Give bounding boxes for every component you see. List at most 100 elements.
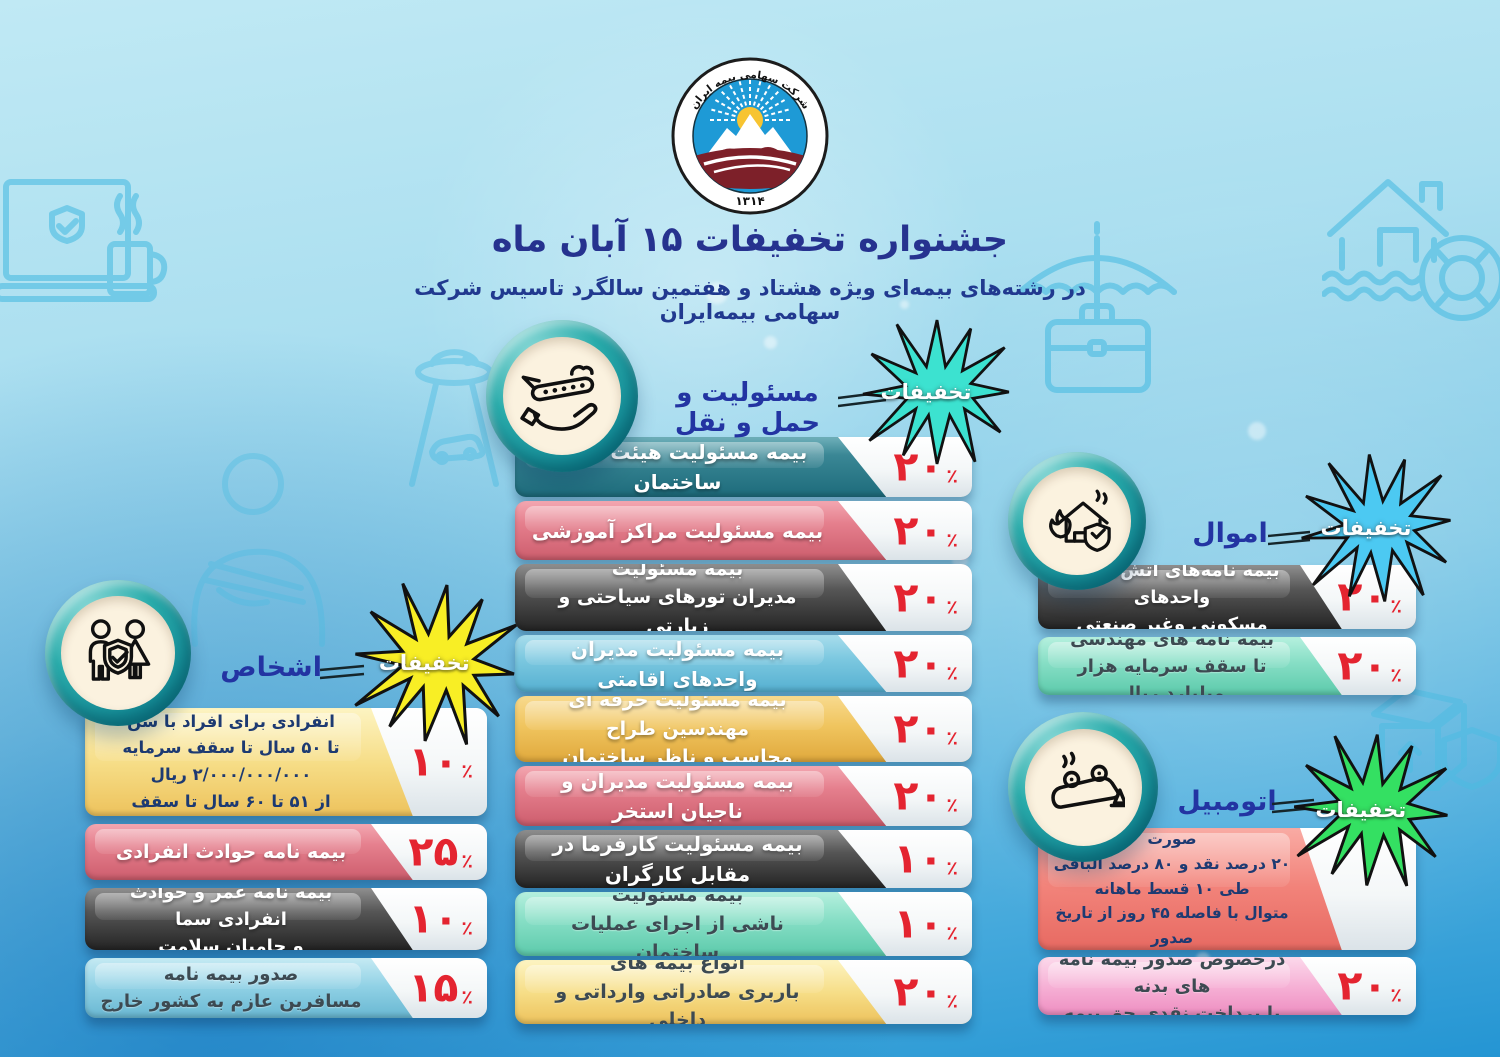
discount-value: ۱۵ ٪: [408, 963, 473, 1012]
bar-line: صدور بیمه نامه: [163, 964, 299, 985]
airplane-hand-icon: [502, 336, 622, 456]
bar-line: مسافرین عازم به کشور خارج: [100, 991, 362, 1012]
bar-line: ناشی از اجرای عملیات ساختمان: [571, 912, 784, 956]
bar-gloss: [525, 965, 824, 994]
discount-value: ۲۰ ٪: [893, 577, 958, 618]
bar-gloss: [525, 835, 824, 861]
section-medal-automobile: [1008, 712, 1158, 862]
list-item: بیمه مسئولیت ناشی از اجرای عملیات ساختما…: [515, 892, 972, 956]
bar-line: از ۵۱ تا ۶۰ سال تا سقف سرمایه ۱/۰۰۰/۰۰۰/…: [131, 791, 331, 811]
percent-sign: ٪: [946, 596, 958, 618]
page-title: جشنواره تخفیفات ۱۵ آبان ماه: [491, 220, 1009, 260]
bar-line: درخصوص صدور بیمه نامه های بدنه: [1058, 957, 1286, 997]
bar-line: باربری صادراتی وارداتی و داخلی: [555, 980, 800, 1024]
section-medal-persons: [45, 580, 191, 726]
persons-bars: صدور بیمه نامه عمر زمانی انفرادی برای اف…: [85, 708, 487, 1018]
bar-label: بیمه نامه های مهندسی تا سقف سرمایه هزار …: [1052, 637, 1292, 695]
bar-gloss: [525, 506, 824, 532]
percent-sign: ٪: [1390, 664, 1402, 687]
bar-label: صدور بیمه نامه مسافرین عازم به کشور خارج: [99, 958, 363, 1018]
automobile-bars: شرایط پرداخت قسطی ویژه به صورت ۲۰ درصد ن…: [1038, 828, 1416, 1015]
umbrella-briefcase-icon: [1012, 212, 1182, 402]
discount-value: ۲۰ ٪: [893, 510, 958, 551]
percent-sign: ٪: [946, 529, 958, 551]
bar-label: بیمه مسئولیت کارفرما در مقابل کارگران: [529, 830, 826, 888]
bar-line: بیمه مسئولیت حرفه ای مهندسین طراح: [568, 696, 787, 740]
discount-value: ۱۰ ٪: [408, 741, 473, 783]
discount-digits: ۲۰: [893, 704, 944, 753]
discount-digits: ۲۰: [893, 771, 944, 820]
percent-sign: ٪: [461, 986, 473, 1009]
discount-badge-label: تخفیفات: [1315, 798, 1407, 822]
list-item: بیمه مسئولیت مدیران تورهای سیاحتی و زیار…: [515, 564, 972, 631]
list-item: شرایط پرداخت قسطی ویژه به صورت ۲۰ درصد ن…: [1038, 828, 1416, 950]
bar-label: بیمه مسئولیت مدیران و ناجیان استخر: [529, 766, 826, 826]
list-item: بیمه مسئولیت حرفه ای مهندسین طراح محاسب …: [515, 696, 972, 762]
discount-digits: ۱۵: [408, 963, 459, 1012]
bar-line: بیمه نامه عمر و حوادث انفرادی سما: [129, 888, 333, 930]
discount-value: ۱۰ ٪: [408, 894, 473, 943]
discount-value: ۲۰ ٪: [893, 643, 958, 684]
bar-label: شرایط پرداخت قسطی ویژه به صورت ۲۰ درصد ن…: [1052, 828, 1292, 950]
discount-digits: ۲۰: [1337, 641, 1388, 690]
section-medal-property: [1008, 452, 1146, 590]
bokeh-dot: [900, 300, 909, 309]
discount-value: ۲۰ ٪: [893, 971, 958, 1013]
discount-panel: ۲۰ ٪: [838, 501, 972, 560]
percent-sign: ٪: [946, 857, 958, 880]
section-header-automobile: اتومبیل: [1177, 786, 1277, 817]
bokeh-dot: [706, 282, 728, 304]
percent-sign: ٪: [946, 662, 958, 684]
injured-person-icon: [175, 438, 340, 648]
bar-line: با پرداخت نقدی حق بیمه: [1063, 1002, 1281, 1016]
discount-badge-label: تخفیفات: [880, 380, 972, 404]
ufo-car-icon: [392, 332, 517, 502]
discount-digits: ۲۰: [893, 639, 944, 687]
discount-value: ۲۰ ٪: [1337, 641, 1402, 690]
bar-label: بیمه مسئولیت مدیران تورهای سیاحتی و زیار…: [529, 564, 826, 631]
discount-digits: ۲۰: [893, 573, 944, 621]
discount-badge-property: تخفیفات: [1298, 452, 1456, 604]
discount-badge-label: تخفیفات: [1320, 516, 1412, 540]
section-header-liability: مسئولیت و حمل و نقل: [674, 378, 821, 438]
discount-digits: ۱۰: [408, 894, 459, 943]
discount-panel: ۱۰ ٪: [838, 830, 972, 888]
list-item: بیمه نامه های مهندسی تا سقف سرمایه هزار …: [1038, 637, 1416, 695]
bar-label: بیمه مسئولیت حرفه ای مهندسین طراح محاسب …: [529, 696, 826, 762]
percent-sign: ٪: [946, 922, 958, 945]
bar-line: بیمه مسئولیت: [611, 892, 744, 907]
bar-line: مسکونی وغیر صنعتی: [1076, 613, 1268, 630]
percent-sign: ٪: [1390, 595, 1402, 618]
discount-value: ۱۰ ٪: [893, 899, 958, 948]
discount-digits: ۱۰: [893, 834, 944, 883]
percent-sign: ٪: [461, 850, 473, 873]
list-item: بیمه مسئولیت مدیران واحدهای اقامتی ۲۰ ٪: [515, 635, 972, 692]
list-item: صدور بیمه نامه عمر زمانی انفرادی برای اف…: [85, 708, 487, 816]
discount-panel: ۲۰ ٪: [1300, 637, 1416, 695]
bar-gloss: [95, 963, 361, 990]
discount-badge-persons: تخفیفات: [352, 582, 520, 745]
bar-line: شرایط پرداخت قسطی ویژه به صورت: [1147, 830, 1197, 849]
discount-panel: ۲۰ ٪: [1300, 957, 1416, 1015]
bar-label: بیمه مسئولیت مراکز آموزشی: [529, 501, 826, 560]
bar-gloss: [525, 771, 824, 798]
discount-value: ۲۰ ٪: [893, 704, 958, 753]
discount-panel: ۲۰ ٪: [838, 960, 972, 1024]
percent-sign: ٪: [461, 917, 473, 940]
discount-badge-liability: تخفیفات: [858, 318, 1016, 466]
people-shield-icon: [61, 596, 175, 710]
bar-gloss: [525, 640, 824, 666]
bar-line: تا ۵۰ سال تا سقف سرمایه ۲/۰۰۰/۰۰۰/۰۰۰ ری…: [122, 738, 340, 784]
bar-label: بیمه نامه عمر و حوادث انفرادی سما و حامی…: [99, 888, 363, 950]
iran-insurance-logo: شرکت سهامی بیمه ایران ۱۳۱۴: [670, 56, 830, 216]
flooded-house-lifebuoy-icon: [1322, 172, 1500, 337]
bar-line: بیمه نامه های مهندسی: [1070, 637, 1274, 650]
logo-year: ۱۳۱۴: [735, 194, 764, 208]
discount-digits: ۱۰: [893, 899, 944, 948]
bar-line: و حامیان سلامت: [158, 935, 304, 951]
bar-line: بیمه مسئولیت: [611, 564, 744, 580]
list-item: بیمه مسئولیت مدیران و ناجیان استخر ۲۰ ٪: [515, 766, 972, 826]
discount-value: ۲۵ ٪: [408, 827, 473, 876]
discount-digits: ۲۵: [408, 827, 459, 876]
discount-digits: ۲۰: [1337, 961, 1388, 1010]
